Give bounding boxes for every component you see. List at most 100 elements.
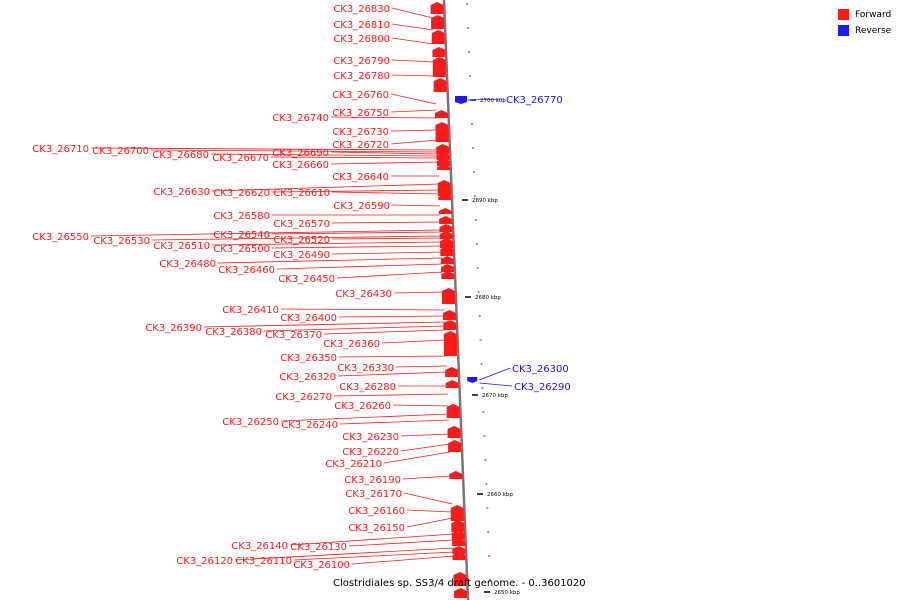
forward-gene-label: CK3_26210: [325, 459, 382, 470]
forward-gene-label: CK3_26800: [333, 34, 390, 45]
gene-leader-line: [210, 153, 439, 157]
forward-gene-label: CK3_26280: [339, 382, 396, 393]
gene-leader-line: [391, 23, 434, 31]
forward-gene-label: CK3_26670: [212, 153, 269, 164]
gene-leader-line: [330, 116, 437, 119]
forward-gene-arrow: [443, 320, 457, 330]
ruler-tick-label: 2650 kbp: [494, 590, 520, 596]
forward-gene-label: CK3_26760: [332, 90, 389, 101]
forward-gene-arrow: [431, 15, 445, 29]
forward-gene-label: CK3_26620: [213, 188, 270, 199]
gene-leader-line: [271, 245, 442, 249]
forward-gene-arrow: [436, 158, 450, 166]
gene-leader-line: [391, 204, 441, 207]
forward-gene-label: CK3_26160: [348, 506, 405, 517]
forward-gene-arrow: [440, 256, 454, 264]
gene-leader-line: [403, 492, 453, 505]
gene-leader-line: [271, 189, 440, 193]
gene-leader-line: [406, 517, 453, 528]
gene-leader-line: [393, 291, 444, 294]
forward-gene-arrow: [437, 164, 451, 170]
gene-leader-line: [331, 237, 442, 240]
gene-leader-line: [337, 371, 447, 377]
forward-gene-label: CK3_26240: [281, 420, 338, 431]
reverse-swatch: [838, 25, 849, 36]
gene-labels: CK3_26830 CK3_26810 CK3_26800 CK3_26790 CK3_…: [32, 4, 570, 571]
legend-forward-label: Forward: [855, 9, 892, 20]
ruler-tick-label: 2670 kbp: [482, 393, 508, 399]
forward-gene-arrow: [452, 552, 466, 560]
forward-gene-label: CK3_26790: [333, 56, 390, 67]
forward-gene-arrow: [452, 538, 466, 546]
gene-leader-line: [151, 235, 442, 241]
forward-gene-label: CK3_26510: [153, 241, 210, 252]
gene-leader-line: [280, 308, 445, 311]
gene-leader-line: [348, 539, 454, 547]
forward-gene-label: CK3_26130: [290, 542, 347, 553]
forward-gene-arrow: [430, 2, 444, 14]
genome-axis: [442, 0, 470, 600]
forward-gene-label: CK3_26690: [272, 148, 329, 159]
forward-gene-label: CK3_26100: [293, 560, 350, 571]
gene-leader-line: [263, 325, 446, 332]
forward-gene-label: CK3_26190: [344, 475, 401, 486]
gene-leader-line: [276, 263, 443, 270]
gene-leader-line: [217, 257, 443, 264]
forward-gene-label: CK3_26490: [273, 250, 330, 261]
forward-gene-arrow: [433, 78, 447, 92]
gene-leader-line: [338, 355, 447, 358]
forward-gene-label: CK3_26430: [335, 289, 392, 300]
forward-gene-arrow: [436, 152, 450, 160]
forward-gene-label: CK3_26610: [273, 188, 330, 199]
forward-gene-label: CK3_26750: [332, 108, 389, 119]
gene-leader-line: [406, 509, 453, 513]
gene-leader-line: [391, 59, 435, 63]
forward-gene-label: CK3_26460: [218, 265, 275, 276]
forward-gene-label: CK3_26380: [205, 327, 262, 338]
label-leaders: [90, 7, 513, 565]
gene-leader-line: [270, 156, 439, 159]
gene-leader-line: [390, 129, 438, 132]
forward-gene-label: CK3_26480: [159, 259, 216, 270]
reverse-gene-arrow: [467, 377, 478, 383]
forward-gene-arrow: [442, 310, 456, 320]
gene-leader-line: [390, 139, 438, 145]
forward-gene-label: CK3_26410: [222, 305, 279, 316]
gene-leader-line: [234, 547, 454, 561]
forward-gene-arrow: [440, 238, 454, 248]
gene-leader-line: [402, 475, 452, 480]
forward-gene-arrow: [453, 572, 467, 586]
forward-gene-label: CK3_26350: [280, 353, 337, 364]
gene-leader-line: [390, 93, 437, 105]
forward-gene-label: CK3_26630: [153, 187, 210, 198]
gene-leader-line: [330, 151, 439, 155]
gene-leader-line: [391, 74, 436, 77]
forward-gene-arrow: [436, 144, 450, 154]
forward-gene-arrow: [443, 336, 457, 356]
gene-leader-line: [211, 241, 442, 246]
forward-gene-label: CK3_26110: [235, 556, 292, 567]
forward-gene-label: CK3_26520: [273, 235, 330, 246]
legend-reverse: Reverse: [838, 25, 891, 36]
forward-gene-arrow: [450, 505, 464, 521]
gene-leader-line: [479, 382, 513, 387]
forward-gene-label: CK3_26370: [265, 330, 322, 341]
gene-leader-line: [289, 533, 454, 546]
forward-gene-arrow: [439, 216, 453, 224]
forward-gene-label: CK3_26220: [342, 447, 399, 458]
gene-leader-line: [331, 191, 440, 195]
gene-leader-line: [479, 367, 511, 381]
forward-gene-label: CK3_26780: [333, 71, 390, 82]
gene-leader-line: [339, 419, 449, 425]
forward-gene-arrow: [452, 546, 466, 554]
backbone-line: [442, 0, 470, 600]
forward-gene-label: CK3_26270: [275, 392, 332, 403]
forward-swatch: [838, 9, 849, 20]
ruler-tick-label: 2660 kbp: [487, 492, 513, 498]
forward-gene-label: CK3_26570: [273, 219, 330, 230]
gene-leader-line: [203, 321, 445, 328]
gene-leader-line: [467, 98, 505, 101]
forward-gene-arrow: [448, 440, 462, 452]
legend-forward: Forward: [838, 9, 891, 20]
